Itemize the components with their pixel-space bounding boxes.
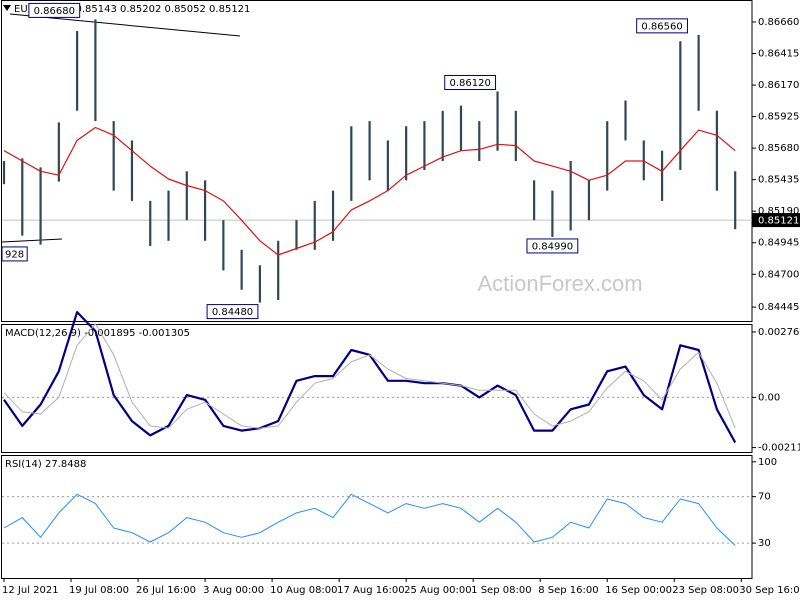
x-tick-label: 19 Jul 08:00 [69,585,129,596]
x-tick-label: 25 Aug 00:00 [404,585,471,596]
rsi-panel-frame [1,455,753,579]
x-tick-label: 30 Sep 16:00 [739,585,800,596]
panel-title: EURGBP,H4 0.85143 0.85202 0.85052 0.8512… [14,4,250,15]
y-tick-label: 0.002762 [758,327,800,338]
price-label: 0.86680 [34,6,75,17]
y-tick-label: 0.86415 [758,49,799,60]
x-tick-label: 8 Sep 16:00 [538,585,598,596]
y-tick-label: 30 [758,538,771,549]
y-tick-label: 0.84700 [758,269,799,280]
y-tick-label: 70 [758,492,771,503]
y-tick-label: 0.85680 [758,143,799,154]
price-label-box [636,18,688,34]
macd-panel-frame [1,324,753,453]
indicator-line [3,493,736,546]
x-tick-label: 3 Aug 00:00 [203,585,264,596]
panel-title: RSI(14) 27.8488 [5,459,86,470]
x-tick-label: 17 Aug 16:00 [337,585,404,596]
price-label-box [1,246,28,262]
moving-average [3,126,736,256]
x-tick-label: 16 Sep 00:00 [605,585,672,596]
y-tick-label: 0.84445 [758,302,799,313]
price-label: 0.86120 [449,78,490,89]
price-label: 0.84990 [532,241,573,252]
trend-line [1,238,63,243]
y-tick-label: 0.86170 [758,80,799,91]
x-tick-label: 12 Jul 2021 [2,585,59,596]
y-tick-label: 0.85190 [758,206,799,217]
price-label: 928 [5,249,24,260]
panel-title: MACD(12,26,9) -0.001895 -0.001305 [5,328,190,339]
y-tick-label: 0.86660 [758,17,799,28]
price-label-box [444,74,497,90]
price-label-box [28,2,81,18]
symbol-icon [3,5,11,11]
price-panel-frame [1,0,753,322]
y-tick-label: 0.85925 [758,112,799,123]
x-tick-label: 26 Jul 16:00 [136,585,196,596]
y-tick-label: -0.002116 [758,443,800,454]
x-tick-label: 1 Sep 08:00 [471,585,531,596]
watermark: ActionForex.com [477,271,642,296]
last-price-box [752,213,800,228]
indicator-line [3,323,736,429]
y-tick-label: 0.85435 [758,175,799,186]
price-label: 0.84480 [212,307,253,318]
last-price-label: 0.85121 [758,216,799,227]
price-label: 0.86560 [641,21,682,32]
x-tick-label: 10 Aug 08:00 [270,585,337,596]
y-tick-label: 0.84945 [758,238,799,249]
y-tick-label: 0.00 [758,392,780,403]
y-tick-label: 100 [758,457,777,468]
x-tick-label: 23 Sep 08:00 [672,585,739,596]
price-label-box [526,238,579,254]
price-label-box [206,304,259,320]
